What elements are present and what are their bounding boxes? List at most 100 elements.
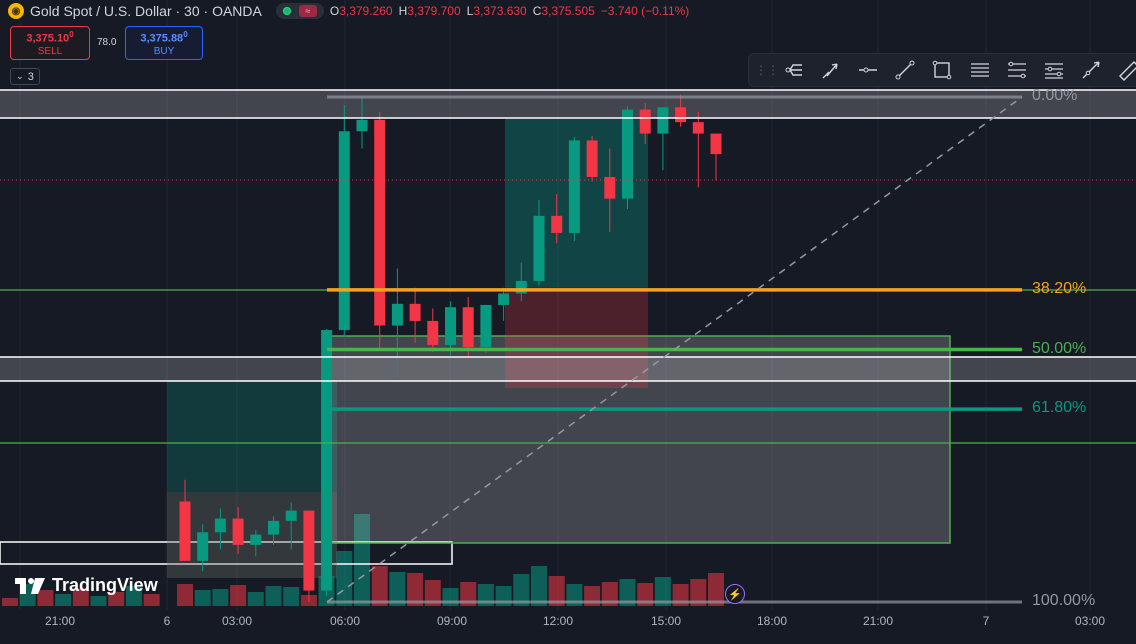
ohlc-values: O3,379.260 H3,379.700 L3,373.630 C3,375.… bbox=[330, 4, 689, 18]
ohlc-open: 3,379.260 bbox=[339, 4, 393, 18]
candle-body bbox=[232, 518, 244, 545]
tradingview-logo[interactable]: TradingView bbox=[14, 575, 158, 596]
time-axis-label: 15:00 bbox=[650, 614, 682, 628]
candle-body bbox=[285, 510, 297, 521]
candle-body bbox=[303, 510, 315, 591]
pitchfork-icon[interactable] bbox=[775, 53, 812, 87]
sell-button[interactable]: 3,375.100 SELL bbox=[10, 26, 90, 60]
horizontal-ray-icon[interactable] bbox=[849, 53, 886, 87]
symbol-title[interactable]: Gold Spot / U.S. Dollar · 30 · OANDA bbox=[30, 3, 262, 19]
trend-line-icon[interactable] bbox=[887, 53, 924, 87]
ohlc-close-label: C bbox=[532, 4, 542, 18]
volume-bar bbox=[389, 572, 406, 606]
drawing-toolbar: ⋮⋮ bbox=[748, 53, 1136, 87]
volume-bar bbox=[125, 586, 142, 606]
arrow-marker-icon[interactable] bbox=[812, 53, 849, 87]
drawing-zones[interactable] bbox=[0, 90, 1136, 578]
candle-body bbox=[586, 140, 598, 177]
ohlc-open-label: O bbox=[329, 4, 340, 18]
volume-bar bbox=[90, 596, 107, 606]
candle-body bbox=[338, 131, 350, 331]
ruler-icon[interactable] bbox=[1110, 53, 1136, 87]
volume-bar bbox=[513, 574, 530, 606]
time-axis-label: 7 bbox=[982, 614, 990, 628]
candle-body bbox=[710, 133, 722, 155]
volume-bar bbox=[247, 592, 264, 606]
fib-level-label: 50.00% bbox=[1032, 339, 1087, 357]
candle-body bbox=[639, 109, 651, 134]
candle-body bbox=[657, 107, 669, 134]
volume-bar bbox=[548, 576, 565, 606]
candle-body bbox=[462, 307, 474, 348]
ohlc-change: −3.740 (−0.11%) bbox=[600, 4, 690, 18]
spread-value: 78.0 bbox=[97, 37, 117, 48]
time-axis-label: 06:00 bbox=[329, 614, 361, 628]
candle-body bbox=[356, 119, 368, 132]
fib-level-label: 100.00% bbox=[1032, 592, 1096, 609]
indicators-collapse-button[interactable]: ⌄ 3 bbox=[10, 68, 40, 85]
long-position-loss-zone[interactable] bbox=[505, 287, 648, 388]
horizontal-lines[interactable] bbox=[0, 89, 1136, 444]
chart-area[interactable]: ◉ Gold Spot / U.S. Dollar · 30 · OANDA ≈… bbox=[0, 0, 1136, 610]
candle-body bbox=[268, 520, 279, 535]
ohlc-low: 3,373.630 bbox=[473, 4, 527, 18]
fib-retracement[interactable] bbox=[326, 95, 1023, 604]
symbol-header: ◉ Gold Spot / U.S. Dollar · 30 · OANDA ≈… bbox=[8, 2, 689, 20]
volume-bar bbox=[690, 579, 707, 606]
candle-body bbox=[533, 215, 545, 281]
volume-bar bbox=[336, 551, 353, 606]
volume-bar bbox=[601, 582, 618, 606]
grip-icon[interactable]: ⋮⋮ bbox=[755, 63, 779, 77]
arrow-line-icon[interactable] bbox=[1073, 53, 1110, 87]
volume-bar bbox=[143, 594, 160, 606]
volume-highlight-box[interactable] bbox=[0, 541, 453, 565]
sell-price-sup: 0 bbox=[69, 29, 74, 39]
volume-bar bbox=[460, 582, 477, 606]
gold-coin-icon[interactable]: ◉ bbox=[8, 3, 24, 19]
candle-body bbox=[480, 304, 492, 348]
buy-label: BUY bbox=[153, 46, 175, 58]
fib-zone-box[interactable] bbox=[326, 335, 951, 544]
volume-bar bbox=[55, 594, 72, 606]
volume-bar bbox=[265, 586, 282, 606]
candle-body bbox=[692, 122, 704, 134]
candle-body bbox=[374, 119, 386, 326]
fib-retracement-icon[interactable] bbox=[998, 53, 1035, 87]
time-axis-label: 03:00 bbox=[221, 614, 253, 628]
volume-bar bbox=[354, 514, 370, 606]
market-open-dot-icon bbox=[282, 7, 291, 15]
fib-trend-line[interactable] bbox=[326, 96, 1023, 603]
volume-bar bbox=[37, 590, 54, 606]
ohlc-high: 3,379.700 bbox=[407, 4, 461, 18]
fib-level-label: 0.00% bbox=[1032, 87, 1078, 104]
volume-bar bbox=[371, 566, 388, 606]
market-status-pill[interactable]: ≈ bbox=[275, 3, 324, 19]
buy-price: 3,375.88 bbox=[140, 32, 184, 45]
time-axis[interactable]: 21:00 6 03:00 06:00 09:00 12:00 15:00 18:00 21:0… bbox=[0, 610, 1136, 644]
top-range-band[interactable] bbox=[0, 90, 1136, 118]
candle-body bbox=[179, 501, 191, 561]
price-chart[interactable] bbox=[0, 0, 1136, 610]
mid-range-band[interactable] bbox=[0, 357, 1136, 381]
time-axis-label: 21:00 bbox=[862, 614, 894, 628]
fib-level-label: 61.80% bbox=[1032, 399, 1087, 417]
time-axis-label: 09:00 bbox=[436, 614, 468, 628]
fib-channel-icon[interactable] bbox=[1035, 53, 1072, 87]
volume-bar bbox=[283, 587, 300, 606]
volume-bar bbox=[619, 579, 636, 606]
time-axis-label: 21:00 bbox=[44, 614, 76, 628]
buy-button[interactable]: 3,375.880 BUY bbox=[125, 26, 203, 60]
volume-bar bbox=[177, 584, 193, 606]
sell-price: 3,375.10 bbox=[26, 32, 70, 45]
candle-body bbox=[551, 215, 563, 233]
fib-level-label: 38.20% bbox=[1032, 279, 1087, 297]
chevron-down-icon: ⌄ bbox=[16, 71, 24, 81]
time-axis-label: 12:00 bbox=[542, 614, 574, 628]
lightning-icon[interactable]: ⚡ bbox=[725, 584, 745, 604]
parallel-channel-icon[interactable] bbox=[961, 53, 998, 87]
volume-bar bbox=[194, 590, 211, 606]
volume-bar bbox=[531, 566, 547, 606]
candle-body bbox=[568, 140, 580, 233]
candle-body bbox=[409, 303, 421, 321]
rectangle-icon[interactable] bbox=[924, 53, 961, 87]
